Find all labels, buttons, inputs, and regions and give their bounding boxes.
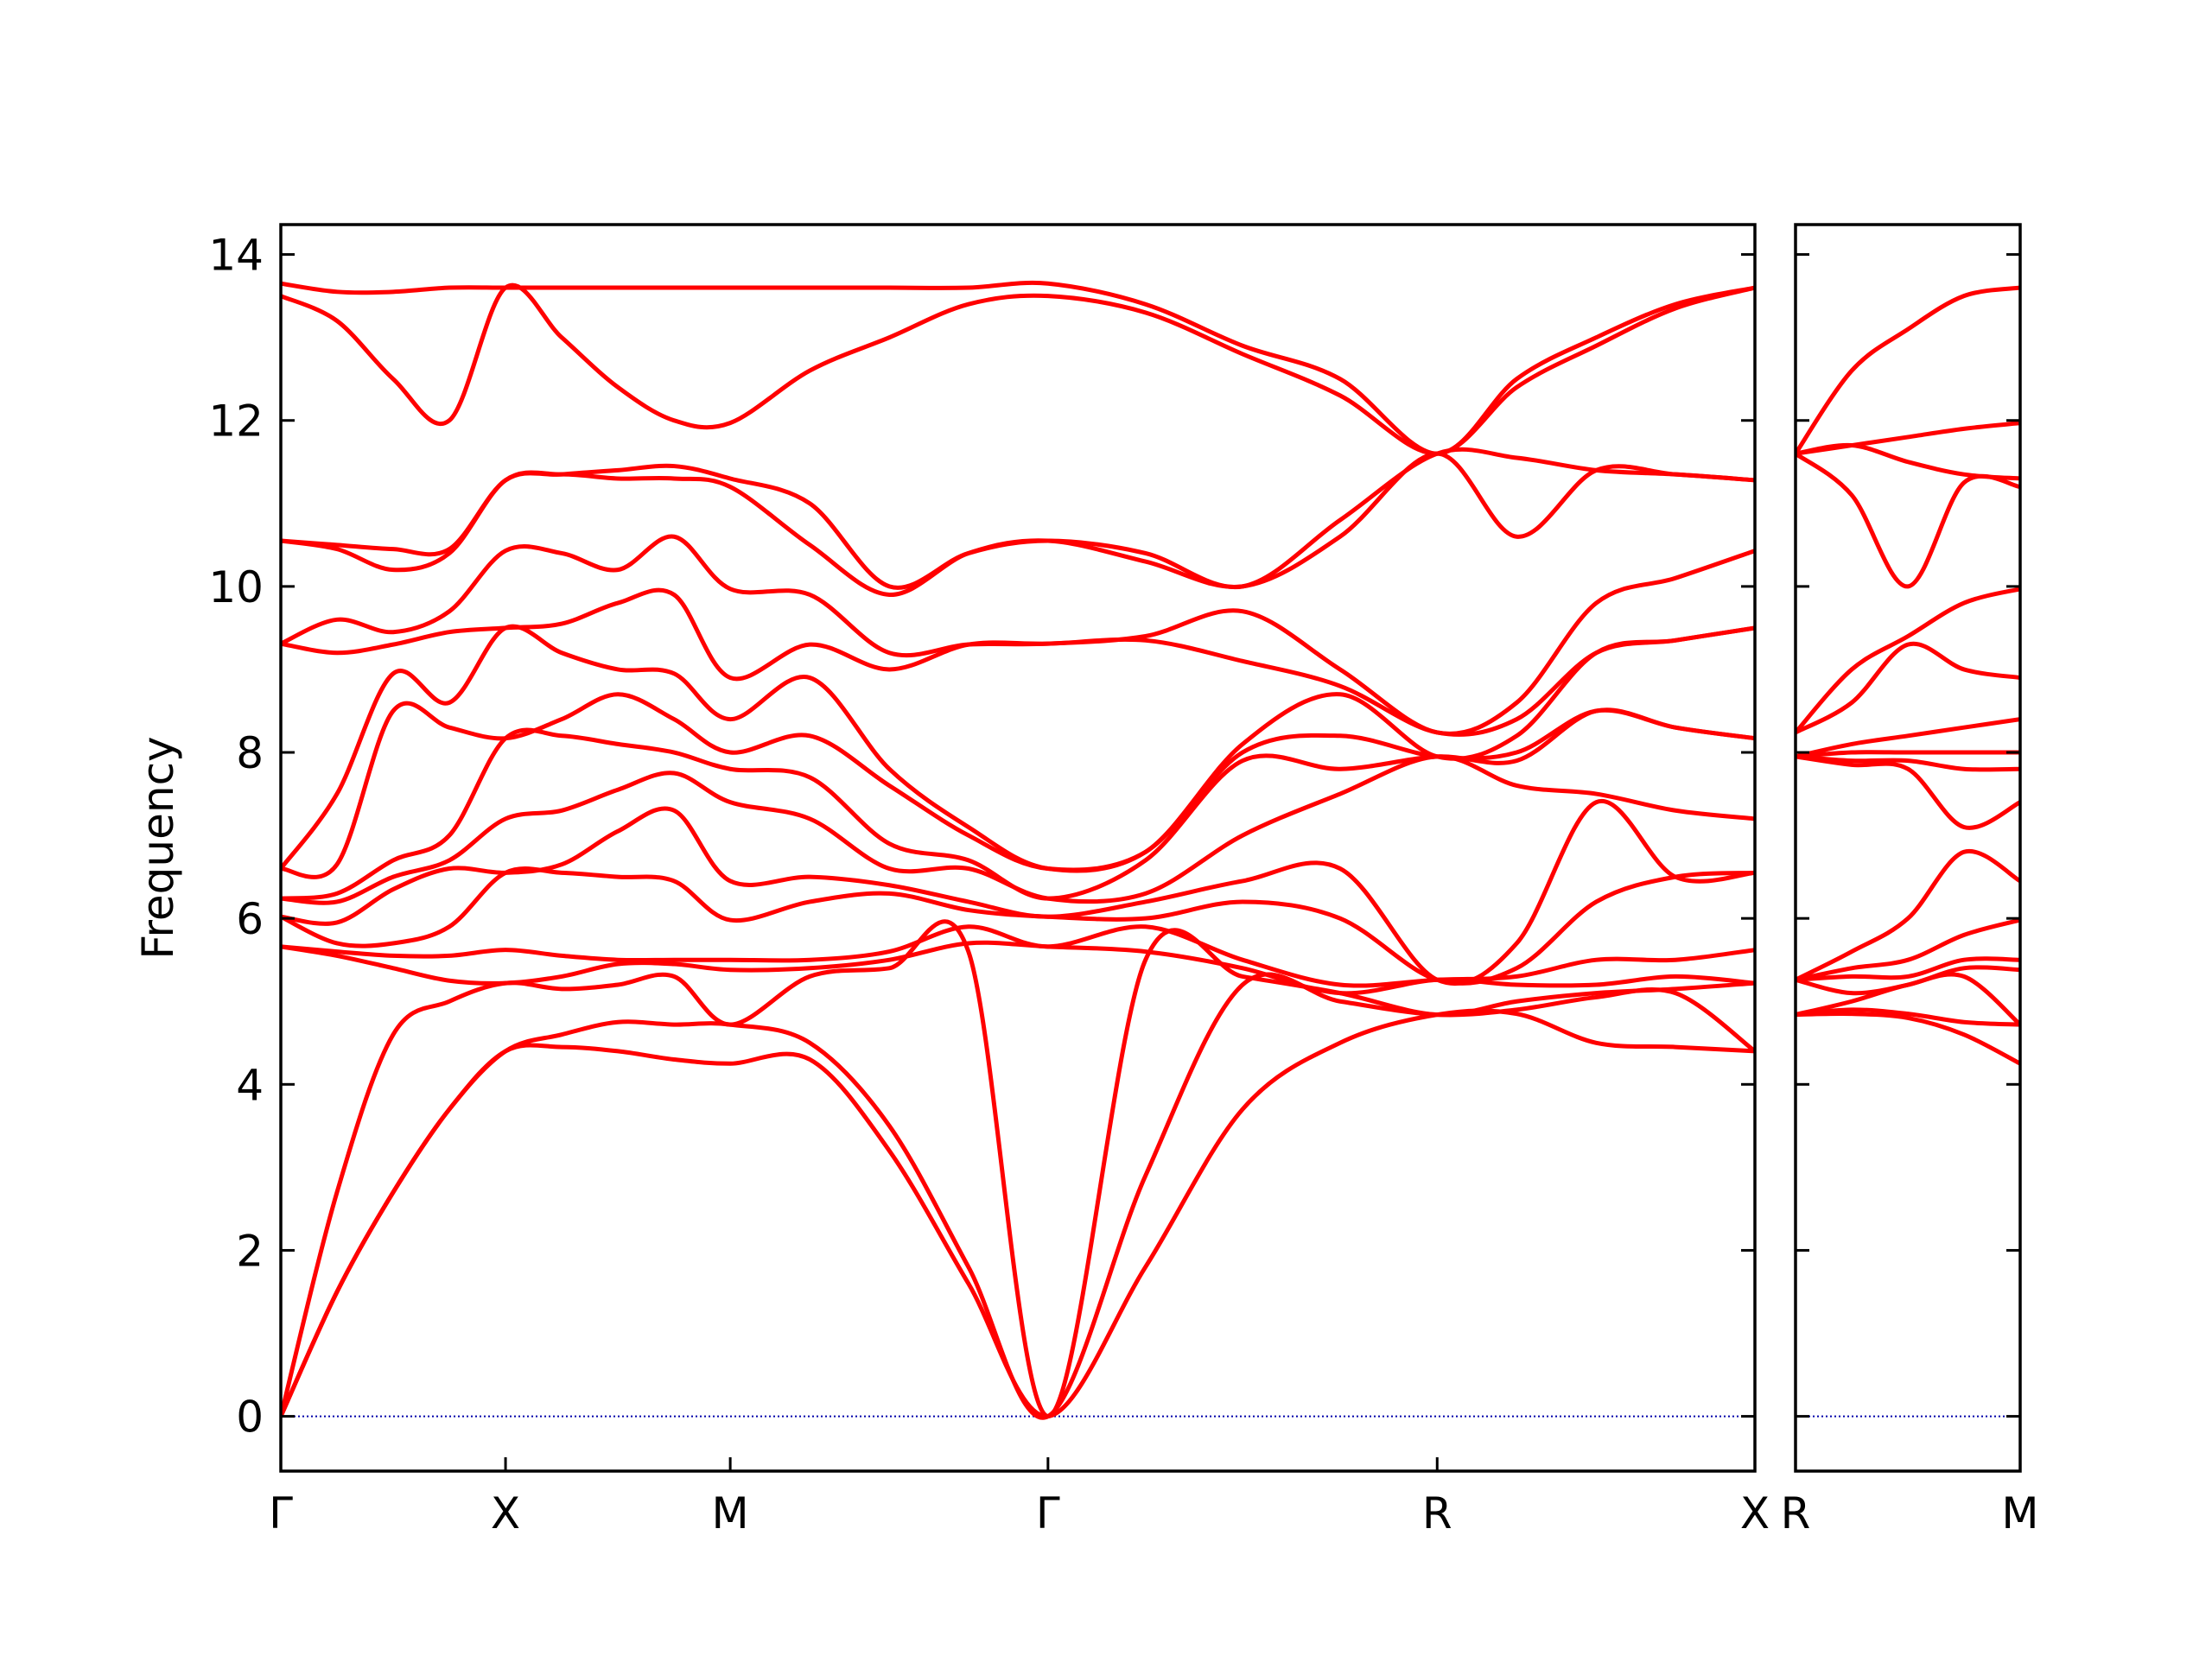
band-line: [1796, 421, 2020, 456]
band-line: [1796, 285, 2020, 455]
band-line: [281, 692, 1755, 879]
x-tick-label: R: [1422, 1488, 1452, 1538]
x-tick-label: R: [1781, 1488, 1811, 1538]
band-line: [1796, 750, 2020, 759]
band-line: [281, 866, 1755, 986]
band-line: [1796, 641, 2020, 735]
band-line: [281, 534, 1755, 736]
x-tick-label: M: [2001, 1488, 2038, 1538]
band-line: [281, 707, 1755, 901]
y-tick-label: 2: [236, 1226, 264, 1276]
y-tick-label: 10: [208, 562, 264, 612]
band-line: [1796, 848, 2020, 982]
x-tick-label: X: [491, 1488, 520, 1538]
band-line: [1796, 917, 2020, 982]
band-line: [1796, 956, 2020, 982]
band-line: [1796, 452, 2020, 589]
band-line: [1796, 587, 2020, 734]
band-line: [1796, 717, 2020, 759]
band-line: [281, 282, 1755, 456]
x-tick-label: Γ: [269, 1488, 293, 1538]
band-line: [281, 754, 1755, 905]
x-tick-label: M: [712, 1488, 749, 1538]
band-line: [1796, 754, 2020, 772]
band-line: [1796, 965, 2020, 996]
band-line: [1796, 1011, 2020, 1066]
band-line: [1796, 754, 2020, 830]
band-line: [281, 940, 1755, 996]
band-line: [281, 447, 1755, 590]
y-tick-label: 12: [208, 396, 264, 447]
band-line: [281, 624, 1755, 873]
axes-frame: [279, 223, 1757, 1473]
y-tick-label: 0: [236, 1392, 264, 1443]
band-line: [281, 587, 1755, 737]
band-line: [281, 280, 1755, 456]
band-line: [281, 972, 1755, 1420]
y-tick-label: 4: [236, 1060, 264, 1110]
y-tick-label: 8: [236, 728, 264, 778]
x-tick-label: Γ: [1036, 1488, 1060, 1538]
band-line: [281, 919, 1755, 1419]
y-tick-label: 6: [236, 894, 264, 944]
y-tick-label: 14: [208, 231, 264, 281]
band-line: [281, 1008, 1755, 1419]
band-line: [281, 798, 1755, 986]
band-line: [1796, 1007, 2020, 1027]
y-axis-label: Frequency: [133, 736, 183, 959]
x-tick-label: X: [1740, 1488, 1770, 1538]
band-line: [281, 451, 1755, 597]
axes-frame: [1794, 223, 2022, 1473]
